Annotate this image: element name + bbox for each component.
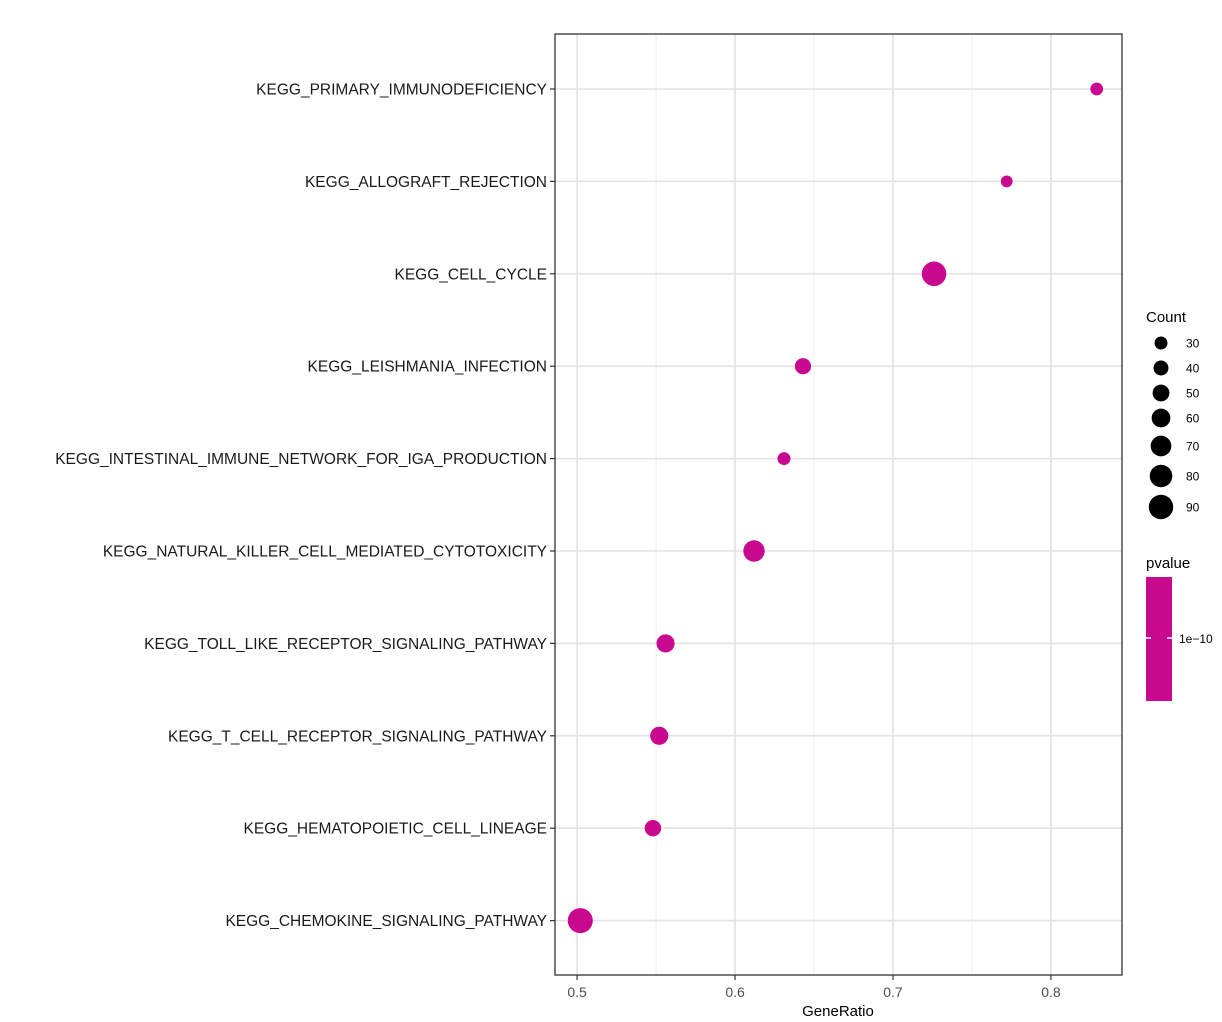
data-point [656,634,675,653]
x-tick-label: 0.6 [725,984,745,1000]
x-tick-label: 0.8 [1041,984,1061,1000]
size-legend-key [1150,435,1172,457]
size-legend-label: 30 [1186,337,1200,351]
data-point [794,358,812,375]
x-tick-label: 0.7 [883,984,903,1000]
color-legend-title: pvalue [1146,555,1190,572]
x-axis: 0.5 0.6 0.7 0.8 [567,975,1061,1000]
grid-lines [555,34,1122,975]
size-legend-label: 50 [1186,387,1200,401]
plot-border [554,33,1123,976]
data-point [777,452,791,466]
size-legend-key [1148,494,1174,520]
size-legend-key [1151,408,1171,428]
data-point [743,540,765,562]
y-tick-label: KEGG_LEISHMANIA_INFECTION [308,359,547,376]
y-tick-label: KEGG_INTESTINAL_IMMUNE_NETWORK_FOR_IGA_P… [55,451,547,468]
y-tick-label: KEGG_T_CELL_RECEPTOR_SIGNALING_PATHWAY [168,728,547,745]
x-axis-title: GeneRatio [802,1003,874,1020]
size-legend-key [1153,360,1169,376]
size-legend-title: Count [1146,309,1187,326]
size-legend-label: 90 [1186,501,1200,515]
size-legend-label: 80 [1186,470,1200,484]
size-legend-key [1152,384,1170,402]
size-legend-key [1149,464,1173,488]
size-legend-label: 70 [1186,440,1200,454]
data-point [921,261,947,287]
y-tick-label: KEGG_NATURAL_KILLER_CELL_MEDIATED_CYTOTO… [103,544,547,561]
y-tick-label: KEGG_PRIMARY_IMMUNODEFICIENCY [256,82,547,99]
color-legend: pvalue 1e−10 [1146,555,1213,701]
pvalue-colorbar [1146,577,1172,701]
data-point [1000,175,1013,188]
x-tick-label: 0.5 [567,984,587,1000]
plot-panel [555,34,1122,975]
size-legend-key [1154,336,1168,350]
y-tick-label: KEGG_HEMATOPOIETIC_CELL_LINEAGE [244,821,548,838]
size-legend: Count 30 40 50 60 70 80 90 [1146,309,1200,520]
data-point [650,726,669,745]
size-legend-label: 60 [1186,412,1200,426]
data-point [567,908,593,934]
colorbar-tick-label: 1e−10 [1179,632,1213,646]
size-legend-items: 30 40 50 60 70 80 90 [1148,336,1200,520]
y-tick-label: KEGG_CELL_CYCLE [395,266,548,283]
y-tick-label: KEGG_CHEMOKINE_SIGNALING_PATHWAY [225,913,547,930]
data-point [644,819,662,837]
y-axis: KEGG_PRIMARY_IMMUNODEFICIENCY KEGG_ALLOGR… [55,82,555,930]
data-point [1090,82,1104,96]
y-tick-label: KEGG_TOLL_LIKE_RECEPTOR_SIGNALING_PATHWA… [144,636,547,653]
data-points [567,82,1104,934]
y-tick-label: KEGG_ALLOGRAFT_REJECTION [305,174,547,191]
size-legend-label: 40 [1186,362,1200,376]
